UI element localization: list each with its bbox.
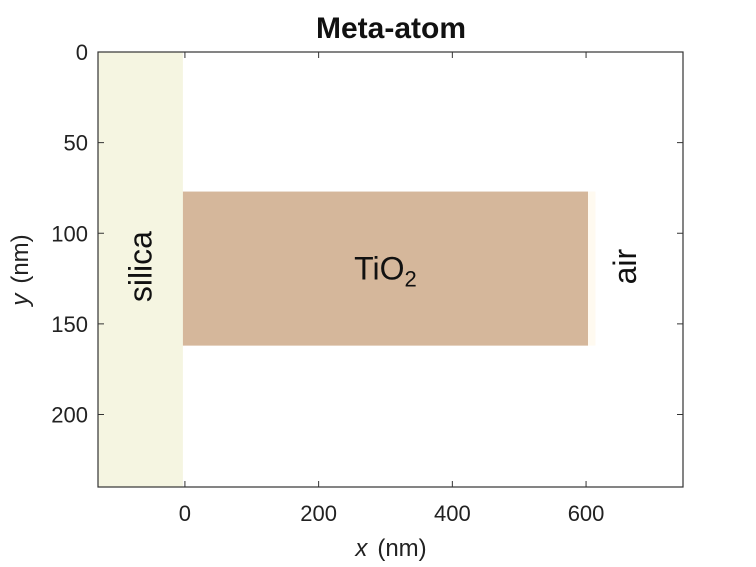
tio2-edge-strip bbox=[588, 191, 596, 346]
y-axis-ticks: 0 50 100 150 200 bbox=[51, 40, 683, 428]
x-tick-label: 400 bbox=[434, 501, 471, 526]
tio2-region bbox=[182, 191, 589, 346]
tio2-label-subscript: 2 bbox=[405, 266, 417, 291]
y-tick-label: 0 bbox=[76, 40, 88, 65]
axes-frame bbox=[97, 51, 684, 488]
y-tick-label: 50 bbox=[64, 131, 88, 156]
x-tick-label: 0 bbox=[179, 501, 191, 526]
y-tick-label: 150 bbox=[51, 312, 88, 337]
tio2-label: TiO2 bbox=[354, 251, 417, 292]
air-label: air bbox=[607, 248, 643, 284]
silica-region bbox=[98, 52, 183, 487]
x-tick-label: 600 bbox=[568, 501, 605, 526]
x-tick-label: 200 bbox=[300, 501, 337, 526]
x-axis-ticks: 0 200 400 600 bbox=[179, 52, 605, 526]
y-tick-label: 100 bbox=[51, 221, 88, 246]
y-axis-label: y(nm) bbox=[7, 234, 34, 307]
silica-label: silica bbox=[122, 231, 158, 302]
x-axis-label: x (nm) bbox=[354, 535, 426, 562]
figure-title: Meta-atom bbox=[316, 12, 466, 45]
y-tick-label: 200 bbox=[51, 403, 88, 428]
